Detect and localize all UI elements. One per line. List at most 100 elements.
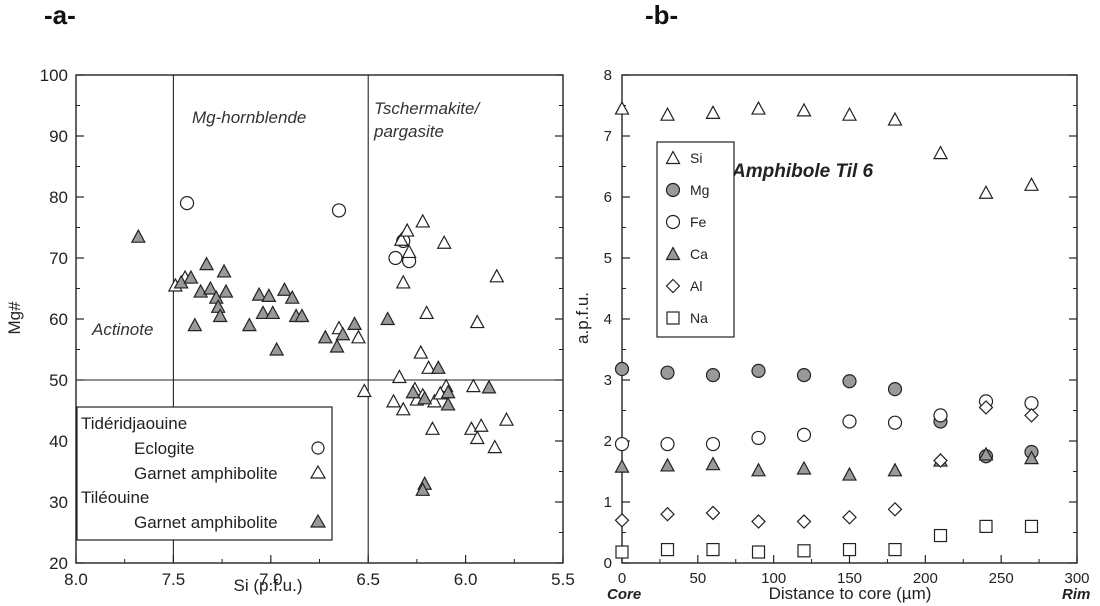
- panel-b-plot: 0 50 100 150 200 250 300 0 1 2 3 4 5 6 7 8 Amphibole Ti…: [573, 67, 1090, 603]
- data-point-b-ca: [705, 456, 721, 471]
- x-axis-rim-label: Rim: [1062, 586, 1090, 603]
- data-point-b-si: [614, 100, 630, 115]
- x-tick-label-b: 300: [1064, 570, 1089, 587]
- data-point-b-mg: [751, 363, 766, 378]
- data-point-a-triangle-open: [469, 430, 485, 445]
- plot-b-points: [614, 100, 1040, 559]
- field-label-actinote: Actinote: [91, 320, 153, 339]
- data-point-b-al: [887, 501, 903, 517]
- data-point-b-mg: [660, 365, 675, 380]
- data-point-a-triangle-open: [350, 329, 366, 344]
- legend-a-garnet-amphibolite-1: Garnet amphibolite: [134, 464, 278, 483]
- data-point-b-ca: [978, 446, 994, 461]
- x-axis-core-label: Core: [607, 586, 641, 603]
- data-point-b-al: [1024, 408, 1039, 423]
- legend-a: Tidéridjaouine Eclogite Garnet amphiboli…: [76, 406, 333, 541]
- legend-a-triangle-open-marker: [309, 464, 327, 479]
- data-point-a-triangle-filled: [255, 305, 271, 320]
- x-tick-label-a: 6.5: [356, 570, 380, 589]
- y-tick-label-a: 100: [40, 66, 68, 85]
- data-point-b-ca: [614, 458, 630, 473]
- y-tick-label-a: 50: [49, 371, 68, 390]
- legend-b-label-na: Na: [690, 310, 708, 326]
- data-point-b-fe: [933, 408, 948, 423]
- x-tick-label-b: 50: [689, 570, 706, 587]
- data-point-b-na: [797, 544, 811, 558]
- data-point-b-fe: [751, 430, 766, 446]
- data-point-b-ca: [841, 466, 858, 481]
- data-point-b-si: [705, 105, 721, 119]
- data-point-a-triangle-filled: [294, 308, 310, 323]
- legend-b-label-mg: Mg: [690, 182, 709, 198]
- data-point-b-si: [841, 106, 858, 121]
- data-point-a-triangle-open: [399, 222, 415, 237]
- x-tick-label-b: 200: [913, 570, 938, 587]
- data-point-b-na: [979, 519, 993, 534]
- legend-b-marker-si: [665, 150, 681, 165]
- data-point-b-na: [615, 545, 629, 559]
- x-tick-label-b: 150: [837, 570, 862, 587]
- data-point-a-triangle-open: [436, 234, 452, 249]
- x-tick-label-a: 6.0: [454, 570, 478, 589]
- data-point-a-triangle-filled: [216, 263, 232, 278]
- data-point-b-fe: [660, 436, 675, 452]
- y-tick-label-b: 1: [604, 494, 612, 511]
- legend-b-marker-na: [666, 311, 680, 325]
- data-point-b-na: [706, 542, 720, 557]
- data-point-b-al: [978, 400, 994, 415]
- data-point-b-si: [1023, 177, 1040, 191]
- data-point-a-triangle-open: [413, 344, 429, 359]
- legend-a-group-1: Tidéridjaouine: [81, 414, 187, 433]
- plot-b-ticks: 0 50 100 150 200 250 300 0 1 2 3 4 5 6 7 8: [604, 67, 1090, 587]
- data-point-b-si: [932, 145, 949, 160]
- y-tick-label-b: 0: [604, 555, 612, 572]
- data-point-b-ca: [887, 462, 903, 477]
- data-point-a-triangle-open: [421, 360, 437, 374]
- data-point-b-na: [888, 542, 902, 557]
- legend-b-label-al: Al: [690, 278, 702, 294]
- legend-a-garnet-amphibolite-2: Garnet amphibolite: [134, 513, 278, 532]
- x-tick-label-a: 5.5: [551, 570, 575, 589]
- data-point-a-circle-open: [331, 203, 347, 218]
- x-tick-label-b: 0: [618, 570, 626, 587]
- legend-b: Si Mg Fe Ca Al Na: [656, 141, 735, 338]
- data-point-a-triangle-filled: [265, 305, 281, 320]
- plot-a-ticks: 8.0 7.5 7.0 6.5 6.0 5.5 20 30 40 50 60 70 80 90 100: [40, 66, 575, 589]
- data-point-a-triangle-filled: [405, 384, 421, 399]
- data-point-a-triangle-open: [415, 213, 431, 228]
- data-point-a-triangle-filled: [347, 316, 363, 331]
- data-point-b-si: [796, 102, 812, 117]
- data-point-b-na: [1024, 519, 1039, 534]
- data-point-a-triangle-open: [386, 393, 402, 408]
- data-point-a-triangle-filled: [202, 280, 218, 295]
- y-tick-label-b: 6: [604, 189, 612, 206]
- y-tick-label-b: 7: [604, 128, 612, 145]
- data-point-b-al: [933, 453, 948, 468]
- data-point-a-triangle-open: [487, 439, 503, 454]
- data-point-b-fe: [796, 427, 812, 442]
- data-point-a-triangle-open: [489, 268, 505, 283]
- data-point-b-al: [751, 514, 766, 529]
- y-tick-label-a: 30: [49, 493, 68, 512]
- x-tick-label-b: 250: [989, 570, 1014, 587]
- data-point-a-triangle-filled: [199, 256, 215, 271]
- data-point-a-triangle-open: [401, 244, 417, 259]
- data-point-a-triangle-filled: [276, 281, 292, 296]
- data-point-a-triangle-filled: [261, 288, 277, 302]
- data-point-b-mg: [796, 368, 812, 383]
- y-tick-label-a: 60: [49, 310, 68, 329]
- data-point-b-mg: [842, 374, 857, 389]
- data-point-a-triangle-filled: [415, 482, 431, 496]
- chart-b-title: Amphibole Til 6: [731, 161, 874, 182]
- panel-b-label: -b-: [645, 0, 679, 30]
- legend-a-circle-open-marker: [311, 441, 325, 455]
- data-point-a-triangle-filled: [284, 289, 300, 304]
- data-point-b-na: [933, 528, 948, 543]
- legend-a-group-2: Tiléouine: [81, 488, 149, 507]
- data-point-b-mg: [705, 368, 721, 383]
- data-point-a-triangle-filled: [212, 308, 228, 323]
- data-point-b-si: [750, 100, 767, 115]
- legend-b-marker-fe: [665, 214, 681, 230]
- data-point-b-fe: [887, 415, 903, 430]
